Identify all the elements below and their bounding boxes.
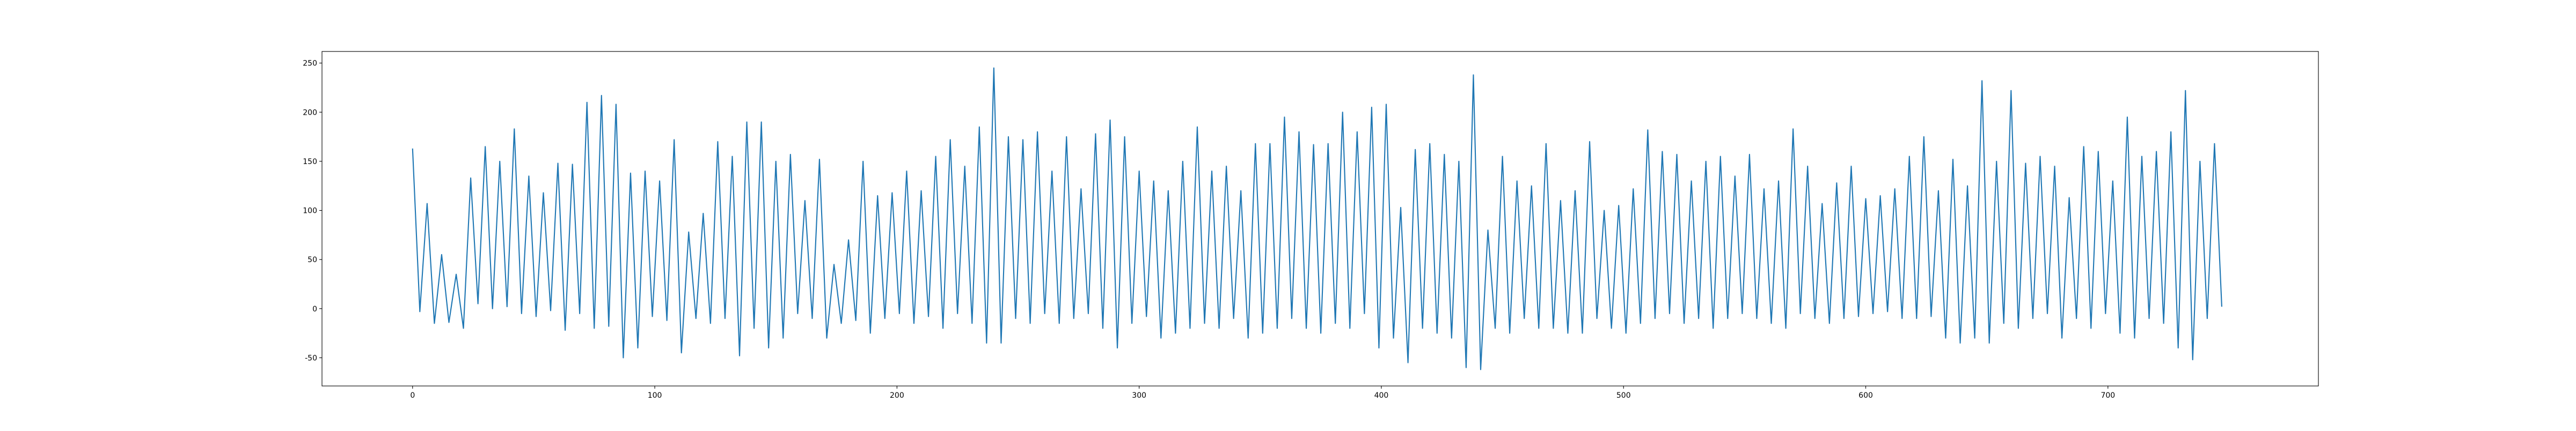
x-tick-label: 600 xyxy=(1858,391,1873,400)
x-tick-label: 400 xyxy=(1374,391,1389,400)
y-tick-label: 200 xyxy=(303,108,317,117)
x-tick-label: 500 xyxy=(1616,391,1631,400)
x-tick-label: 700 xyxy=(2101,391,2115,400)
y-tick-label: 50 xyxy=(308,256,317,264)
y-tick-label: 0 xyxy=(312,305,317,314)
x-tick-label: 100 xyxy=(648,391,662,400)
x-tick-label: 0 xyxy=(410,391,415,400)
y-tick-label: -50 xyxy=(305,354,317,362)
y-tick-label: 150 xyxy=(303,158,317,166)
x-tick-label: 300 xyxy=(1132,391,1146,400)
y-tick-label: 250 xyxy=(303,60,317,68)
plot-frame xyxy=(321,51,2319,387)
y-tick-label: 100 xyxy=(303,207,317,216)
x-tick-label: 200 xyxy=(890,391,904,400)
data-line xyxy=(412,67,2222,370)
